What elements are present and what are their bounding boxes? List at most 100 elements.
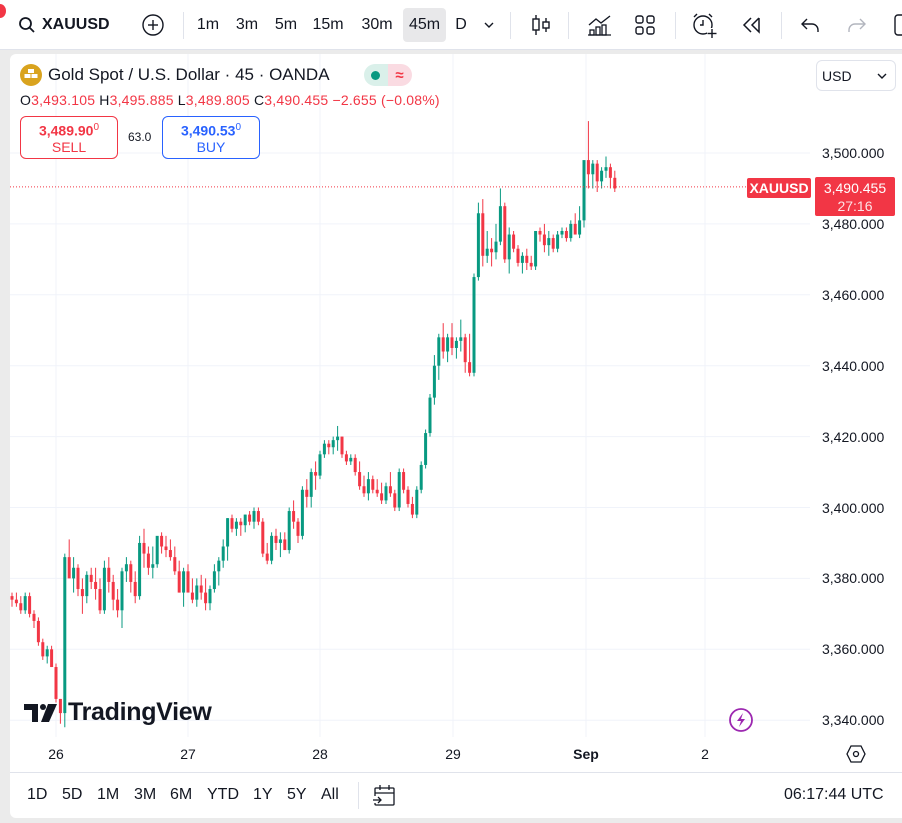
price-tick: 3,500.000 xyxy=(822,145,885,161)
toolbar-divider xyxy=(568,12,569,39)
range-3m[interactable]: 3M xyxy=(134,786,157,803)
fullscreen-button[interactable] xyxy=(890,8,902,42)
currency-value: USD xyxy=(822,67,852,84)
symbol-label: XAUUSD xyxy=(42,16,110,33)
price-tick: 3,340.000 xyxy=(822,712,885,729)
undo-button[interactable] xyxy=(796,8,824,42)
last-price-label: 3,490.455 27:16 xyxy=(815,177,895,216)
delayed-data-icon: ≈ xyxy=(387,64,412,86)
ohlc-values: O3,493.105 H3,495.885 L3,489.805 C3,490.… xyxy=(20,92,440,108)
replay-button[interactable] xyxy=(737,8,767,42)
change-value: −2.655 (−0.08%) xyxy=(332,92,440,108)
events-button[interactable] xyxy=(728,707,754,733)
last-price: 3,490.455 xyxy=(823,180,887,196)
toolbar-divider xyxy=(510,12,511,39)
symbol-legend: Gold Spot / U.S. Dollar · 45 · OANDA ≈ xyxy=(20,64,412,86)
interval-1m[interactable]: 1m xyxy=(196,16,220,33)
range-6m[interactable]: 6M xyxy=(170,786,193,803)
buy-button[interactable]: 3,490.530 BUY xyxy=(162,116,260,159)
interval-15m[interactable]: 15m xyxy=(312,16,344,33)
close-value: 3,490.455 xyxy=(264,92,329,108)
calendar-goto-icon xyxy=(372,785,395,806)
redo-button[interactable] xyxy=(843,8,871,42)
range-all[interactable]: All xyxy=(321,786,339,803)
currency-select[interactable]: USD xyxy=(816,60,896,91)
symbol-search-button[interactable]: XAUUSD xyxy=(18,8,110,42)
symbol-price-label: XAUUSD xyxy=(747,178,811,198)
toolbar-divider xyxy=(183,12,184,39)
undo-icon xyxy=(801,18,819,32)
add-circle-icon xyxy=(142,14,164,36)
layouts-grid-icon xyxy=(635,15,655,35)
time-tick: 26 xyxy=(48,746,64,762)
notification-dot[interactable] xyxy=(0,4,6,18)
open-value: 3,493.105 xyxy=(31,92,96,108)
range-1d[interactable]: 1D xyxy=(27,786,48,803)
buy-price: 3,490.53 xyxy=(180,122,236,139)
interval-5m[interactable]: 5m xyxy=(274,16,298,33)
candlestick-chart[interactable] xyxy=(10,54,902,772)
interval-D[interactable]: D xyxy=(455,16,467,33)
interval-dropdown-button[interactable] xyxy=(478,8,500,42)
chevron-down-icon xyxy=(877,73,887,79)
top-toolbar: XAUUSD 1m 3m 5m 15m 30m 45m D xyxy=(0,0,902,50)
replay-rewind-icon xyxy=(742,17,760,34)
price-tick: 3,360.000 xyxy=(822,641,885,658)
lightning-icon xyxy=(729,708,753,732)
high-value: 3,495.885 xyxy=(109,92,174,108)
time-tick: 28 xyxy=(312,746,328,762)
indicators-icon xyxy=(588,15,611,36)
toolbar-divider xyxy=(358,782,359,809)
time-tick: 29 xyxy=(445,746,461,762)
go-to-date-button[interactable] xyxy=(371,783,397,809)
range-1y[interactable]: 1Y xyxy=(253,786,273,803)
toolbar-divider xyxy=(781,12,782,39)
tradingview-logo-icon xyxy=(24,703,57,722)
candles-icon xyxy=(532,15,550,35)
spread-value: 63.0 xyxy=(128,130,152,144)
legend-title: Gold Spot / U.S. Dollar · 45 · OANDA xyxy=(48,65,330,84)
sell-label: SELL xyxy=(51,138,87,155)
layouts-button[interactable] xyxy=(630,8,660,42)
clock-utc[interactable]: 06:17:44 UTC xyxy=(784,786,884,803)
bar-countdown: 27:16 xyxy=(837,198,873,214)
bottom-toolbar xyxy=(10,772,902,818)
search-icon xyxy=(19,17,35,33)
time-tick: 2 xyxy=(701,746,709,762)
time-tick: Sep xyxy=(573,746,599,762)
price-tick: 3,400.000 xyxy=(822,499,885,516)
low-value: 3,489.805 xyxy=(185,92,250,108)
settings-hexagon-icon xyxy=(846,745,866,763)
range-ytd[interactable]: YTD xyxy=(207,786,239,803)
price-tick: 3,480.000 xyxy=(822,215,885,232)
interval-3m[interactable]: 3m xyxy=(235,16,259,33)
interval-30m[interactable]: 30m xyxy=(361,16,393,33)
chart-type-button[interactable] xyxy=(526,8,556,42)
time-tick: 27 xyxy=(180,746,196,762)
market-open-icon xyxy=(363,64,388,86)
buy-label: BUY xyxy=(196,138,226,155)
tradingview-logo[interactable]: TradingView xyxy=(24,698,212,727)
sell-button[interactable]: 3,489.900 SELL xyxy=(20,116,118,159)
alert-clock-plus-icon xyxy=(693,13,717,38)
range-5y[interactable]: 5Y xyxy=(287,786,307,803)
gold-bars-icon xyxy=(20,64,42,86)
interval-45m[interactable]: 45m xyxy=(403,8,446,42)
chart-settings-button[interactable] xyxy=(845,744,867,764)
price-tick: 3,460.000 xyxy=(822,286,885,303)
fullscreen-icon xyxy=(894,14,902,36)
redo-icon xyxy=(848,18,866,32)
range-5d[interactable]: 5D xyxy=(62,786,83,803)
price-tick: 3,380.000 xyxy=(822,570,885,587)
price-tick: 3,440.000 xyxy=(822,357,885,374)
price-tick: 3,420.000 xyxy=(822,428,885,445)
chevron-down-icon xyxy=(484,22,494,28)
brand-name: TradingView xyxy=(68,698,212,726)
toolbar-divider xyxy=(675,12,676,39)
create-alert-button[interactable] xyxy=(688,8,720,42)
range-1m[interactable]: 1M xyxy=(97,786,120,803)
market-status-pill[interactable]: ≈ xyxy=(363,64,412,86)
indicators-button[interactable] xyxy=(584,8,616,42)
sell-price: 3,489.90 xyxy=(38,122,94,139)
compare-add-symbol-button[interactable] xyxy=(138,8,168,42)
